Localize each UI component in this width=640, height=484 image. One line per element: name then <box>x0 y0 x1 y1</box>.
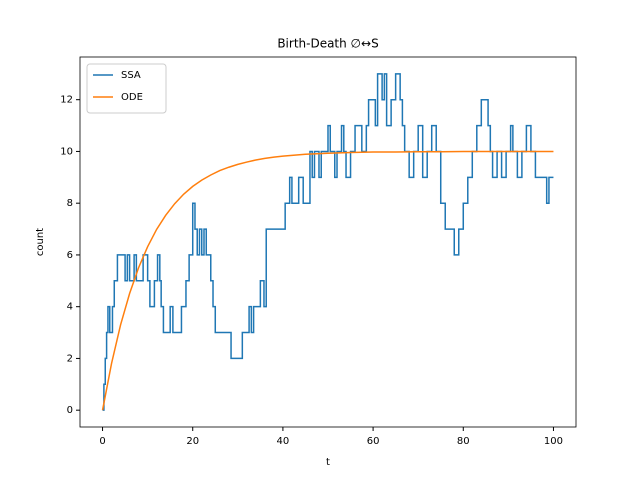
data-line <box>102 73 554 411</box>
legend-label: SSA <box>121 70 141 81</box>
legend-box <box>86 63 167 114</box>
x-tick-label: 20 <box>186 436 199 447</box>
y-tick-label: 8 <box>67 198 73 209</box>
legend-label: ODE <box>121 92 143 103</box>
plot-frame <box>79 56 577 428</box>
x-tick-label: 100 <box>544 436 563 447</box>
y-tick-label: 12 <box>60 95 73 106</box>
chart-title: Birth-Death ∅↔S <box>277 37 378 51</box>
x-tick-label: 40 <box>277 436 290 447</box>
y-tick-label: 10 <box>60 146 73 157</box>
x-tick-label: 80 <box>457 436 470 447</box>
y-tick-label: 4 <box>67 302 73 313</box>
y-axis-label: count <box>35 228 46 256</box>
x-axis-label: t <box>326 457 330 468</box>
x-tick-label: 60 <box>367 436 380 447</box>
data-line <box>101 150 554 411</box>
x-tick-label: 0 <box>99 436 105 447</box>
y-tick-label: 0 <box>67 405 73 416</box>
y-tick-label: 2 <box>67 353 73 364</box>
y-tick-label: 6 <box>67 250 73 261</box>
